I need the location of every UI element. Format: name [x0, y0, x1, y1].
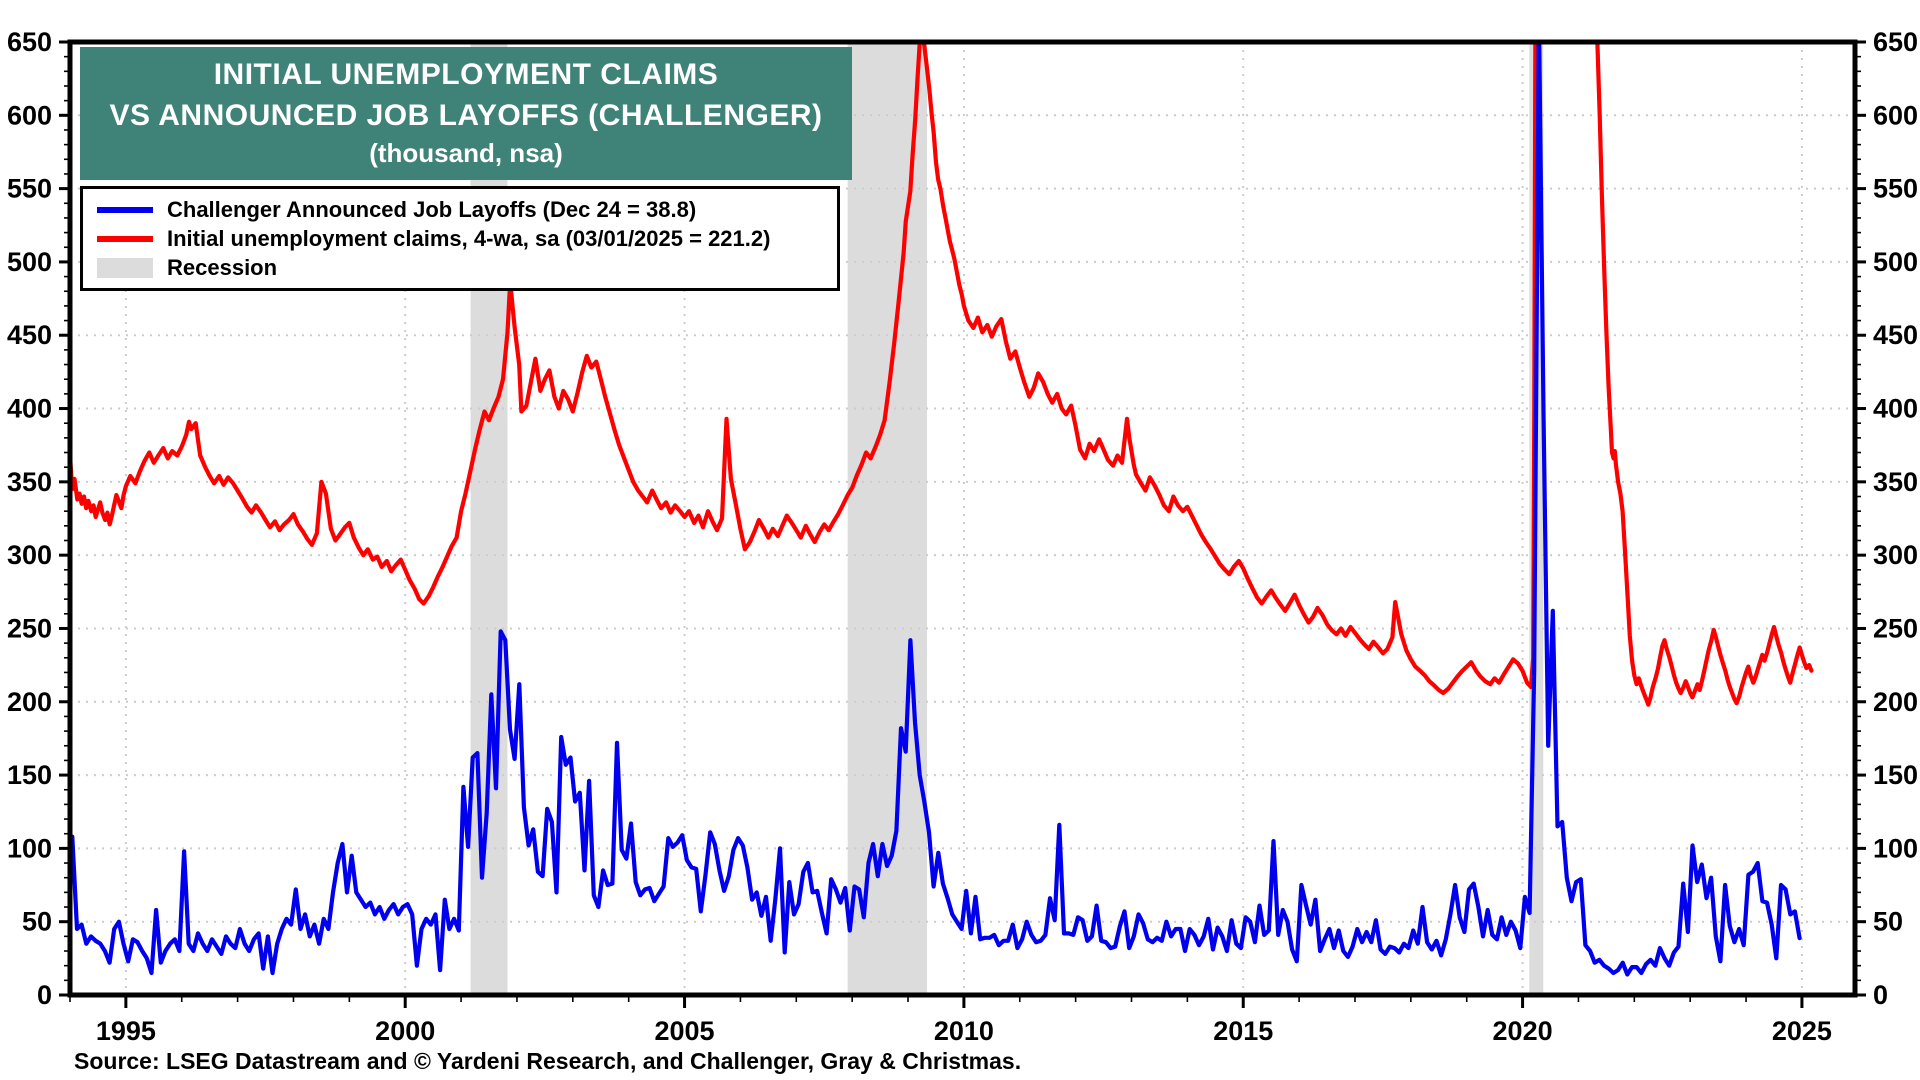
gridlines	[70, 42, 1855, 995]
plot-series	[70, 42, 1814, 977]
y-tick-label-right: 550	[1873, 174, 1918, 204]
axis-ticks	[59, 40, 1866, 1008]
axis-labels: 0 0 50 50 100 100 150 150 200 200 250 250 300 300 350 3…	[7, 27, 1918, 1046]
legend-label-recession: Recession	[167, 254, 278, 280]
y-tick-label-left: 250	[7, 613, 52, 643]
x-tick-label: 2005	[655, 1016, 715, 1046]
y-tick-label-right: 200	[1873, 687, 1918, 717]
y-tick-label-left: 600	[7, 100, 52, 130]
y-tick-label-right: 300	[1873, 540, 1918, 570]
y-tick-label-left: 300	[7, 540, 52, 570]
legend-item-claims: Initial unemployment claims, 4-wa, sa (0…	[97, 224, 827, 253]
x-tick-label: 2020	[1493, 1016, 1553, 1046]
y-tick-label-right: 250	[1873, 613, 1918, 643]
chart-title-line2: VS ANNOUNCED JOB LAYOFFS (CHALLENGER)	[109, 98, 823, 132]
recession-band	[470, 42, 508, 995]
y-tick-label-left: 400	[7, 394, 52, 424]
recession-band	[847, 42, 928, 995]
legend-label-claims: Initial unemployment claims, 4-wa, sa (0…	[167, 225, 771, 251]
blue-layoffs-line	[70, 42, 1802, 977]
chart-title-box: INITIAL UNEMPLOYMENT CLAIMS VS ANNOUNCED…	[80, 47, 852, 180]
red-claims-line	[70, 42, 1814, 707]
y-tick-label-left: 50	[22, 907, 52, 937]
x-tick-label: 1995	[96, 1016, 156, 1046]
legend-item-layoffs: Challenger Announced Job Layoffs (Dec 24…	[97, 195, 827, 224]
y-tick-label-left: 150	[7, 760, 52, 790]
y-tick-label-right: 650	[1873, 27, 1918, 57]
y-tick-label-right: 600	[1873, 100, 1918, 130]
y-tick-label-right: 500	[1873, 247, 1918, 277]
x-tick-label: 2010	[934, 1016, 994, 1046]
y-tick-label-right: 400	[1873, 394, 1918, 424]
plot-frame	[67, 39, 1858, 998]
x-tick-label: 2015	[1213, 1016, 1273, 1046]
legend-label-layoffs: Challenger Announced Job Layoffs (Dec 24…	[167, 196, 697, 222]
x-tick-label: 2025	[1772, 1016, 1832, 1046]
chart-title-line1: INITIAL UNEMPLOYMENT CLAIMS	[213, 58, 719, 92]
y-tick-label-left: 450	[7, 320, 52, 350]
y-tick-label-left: 550	[7, 174, 52, 204]
recession-swatch	[97, 257, 153, 278]
y-tick-label-left: 500	[7, 247, 52, 277]
y-tick-label-left: 0	[37, 980, 52, 1010]
y-tick-label-right: 350	[1873, 467, 1918, 497]
chart-subtitle: (thousand, nsa)	[369, 138, 563, 169]
y-tick-label-right: 450	[1873, 320, 1918, 350]
y-tick-label-left: 650	[7, 27, 52, 57]
x-tick-label: 2000	[375, 1016, 435, 1046]
chart-legend: Challenger Announced Job Layoffs (Dec 24…	[80, 186, 840, 291]
y-tick-label-right: 150	[1873, 760, 1918, 790]
source-note: Source: LSEG Datastream and © Yardeni Re…	[74, 1048, 1022, 1074]
y-tick-label-right: 100	[1873, 833, 1918, 863]
blue-line-swatch	[97, 206, 153, 213]
y-tick-label-left: 350	[7, 467, 52, 497]
y-tick-label-right: 0	[1873, 980, 1888, 1010]
y-tick-label-left: 100	[7, 833, 52, 863]
legend-item-recession: Recession	[97, 253, 827, 282]
red-line-swatch	[97, 235, 153, 242]
y-tick-label-left: 200	[7, 687, 52, 717]
y-tick-label-right: 50	[1873, 907, 1903, 937]
